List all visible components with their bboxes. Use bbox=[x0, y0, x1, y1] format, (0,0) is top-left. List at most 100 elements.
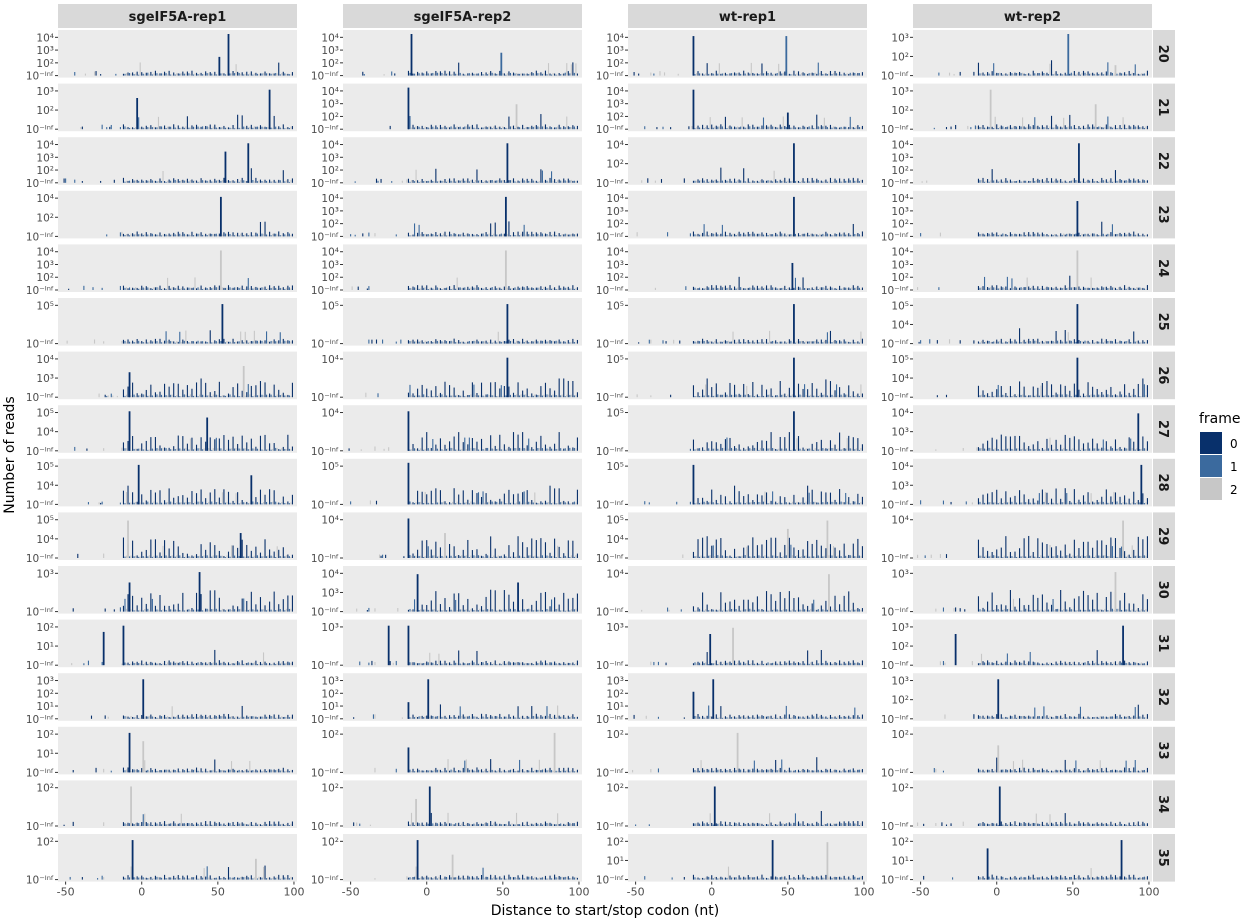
bar bbox=[145, 286, 147, 290]
bar bbox=[702, 288, 704, 290]
bar bbox=[200, 285, 202, 290]
bar bbox=[214, 71, 216, 76]
bar bbox=[823, 555, 825, 558]
bar bbox=[171, 234, 173, 237]
bar bbox=[407, 609, 410, 612]
bar bbox=[1014, 233, 1016, 237]
bar bbox=[217, 287, 219, 290]
bar bbox=[535, 502, 537, 505]
bar bbox=[807, 232, 809, 237]
bar bbox=[195, 180, 198, 183]
bar bbox=[368, 339, 370, 344]
bar bbox=[247, 609, 249, 612]
bar bbox=[1145, 448, 1147, 451]
bar bbox=[723, 340, 725, 344]
bar bbox=[438, 502, 440, 505]
bar bbox=[1014, 339, 1016, 344]
bar bbox=[1057, 288, 1059, 290]
bar bbox=[703, 340, 705, 344]
bar bbox=[444, 70, 446, 76]
bar bbox=[996, 549, 998, 558]
bar bbox=[1057, 73, 1059, 76]
bar bbox=[424, 287, 426, 290]
bar bbox=[1078, 339, 1080, 344]
bar bbox=[199, 342, 201, 344]
bar bbox=[520, 556, 522, 558]
bar bbox=[1028, 124, 1030, 130]
bar bbox=[770, 234, 772, 237]
bar bbox=[170, 609, 172, 612]
panel-background bbox=[628, 405, 867, 453]
bar bbox=[832, 395, 835, 398]
bar bbox=[804, 126, 806, 130]
bar bbox=[246, 544, 248, 558]
bar bbox=[266, 449, 268, 451]
bar bbox=[195, 233, 198, 237]
bar bbox=[1043, 72, 1045, 76]
bar bbox=[494, 548, 496, 558]
bar bbox=[418, 610, 420, 612]
bar bbox=[842, 233, 844, 237]
bar bbox=[452, 557, 454, 558]
panel-background bbox=[913, 458, 1152, 507]
bar bbox=[237, 114, 239, 130]
bar bbox=[423, 73, 425, 76]
bar bbox=[1098, 394, 1100, 398]
bar bbox=[851, 555, 853, 558]
bar bbox=[788, 124, 790, 130]
bar bbox=[191, 70, 193, 76]
bar bbox=[727, 74, 730, 76]
bar bbox=[130, 555, 132, 558]
bar bbox=[480, 287, 483, 290]
bar bbox=[1102, 127, 1104, 130]
bar bbox=[179, 609, 181, 612]
bar bbox=[281, 342, 283, 344]
panel-background bbox=[913, 405, 1152, 453]
bar bbox=[1026, 502, 1028, 505]
bar bbox=[1038, 73, 1040, 76]
bar bbox=[487, 288, 489, 290]
bar bbox=[1009, 386, 1011, 398]
bar bbox=[512, 552, 515, 558]
bar bbox=[122, 233, 125, 237]
bar bbox=[142, 394, 144, 398]
bar bbox=[540, 232, 542, 237]
bar bbox=[938, 287, 940, 290]
bar bbox=[1057, 449, 1059, 451]
bar bbox=[1134, 234, 1136, 237]
bar bbox=[1107, 556, 1109, 558]
bar bbox=[200, 489, 202, 505]
bar bbox=[223, 287, 225, 290]
bar bbox=[433, 449, 435, 451]
bar bbox=[805, 395, 807, 398]
bar bbox=[1099, 234, 1101, 237]
bar bbox=[823, 287, 825, 290]
bar bbox=[531, 125, 533, 130]
bar bbox=[572, 285, 574, 290]
bar bbox=[503, 493, 505, 505]
bar bbox=[1136, 555, 1138, 558]
bar bbox=[519, 287, 521, 290]
bar bbox=[1019, 381, 1021, 398]
bar bbox=[706, 500, 708, 505]
bar bbox=[285, 287, 287, 290]
bar bbox=[569, 503, 571, 505]
bar bbox=[205, 341, 207, 344]
bar bbox=[543, 341, 545, 344]
bar bbox=[1131, 181, 1133, 183]
bar bbox=[557, 288, 559, 290]
bar bbox=[563, 234, 565, 237]
bar bbox=[831, 73, 833, 76]
bar bbox=[694, 396, 696, 398]
bar bbox=[1117, 180, 1120, 183]
panel-background bbox=[58, 30, 297, 78]
bar bbox=[543, 73, 545, 76]
bar bbox=[825, 231, 827, 237]
bar bbox=[473, 448, 475, 451]
bar bbox=[990, 180, 992, 183]
bar bbox=[194, 448, 196, 451]
bar bbox=[1031, 126, 1033, 130]
bar bbox=[1035, 502, 1037, 505]
bar bbox=[203, 74, 205, 76]
bar bbox=[849, 396, 851, 398]
